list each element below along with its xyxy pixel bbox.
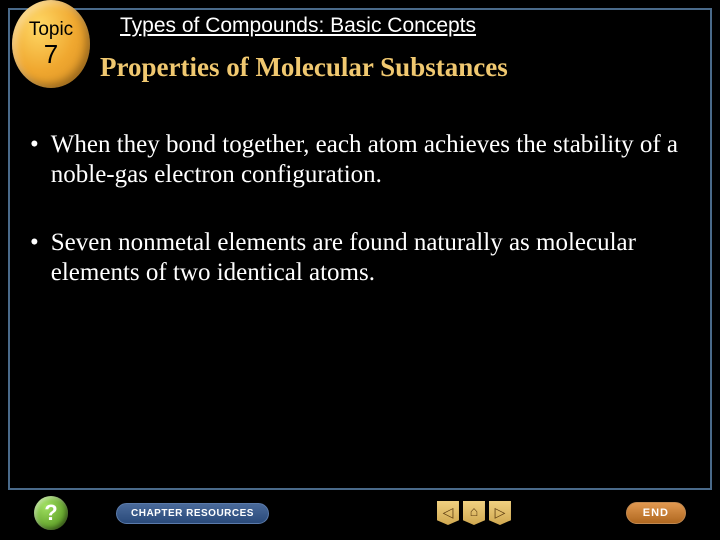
forward-button[interactable]: ▷ [489, 501, 511, 525]
bullet-text: Seven nonmetal elements are found natura… [51, 228, 690, 288]
chapter-title: Types of Compounds: Basic Concepts [120, 14, 476, 38]
chapter-resources-button[interactable]: CHAPTER RESOURCES [116, 503, 269, 524]
slide-content: • When they bond together, each atom ach… [30, 130, 690, 326]
bullet-marker: • [30, 130, 39, 190]
topic-badge: Topic 7 [12, 0, 90, 88]
back-button[interactable]: ◁ [437, 501, 459, 525]
bullet-item: • When they bond together, each atom ach… [30, 130, 690, 190]
nav-arrows: ◁ ⌂ ▷ [437, 501, 511, 525]
end-button[interactable]: END [626, 502, 686, 524]
topic-label: Topic [29, 19, 73, 41]
home-button[interactable]: ⌂ [463, 501, 485, 525]
bullet-text: When they bond together, each atom achie… [51, 130, 690, 190]
bottom-navigation: ? CHAPTER RESOURCES ◁ ⌂ ▷ END [8, 494, 712, 532]
slide-subtitle: Properties of Molecular Substances [100, 52, 508, 83]
bullet-marker: • [30, 228, 39, 288]
bullet-item: • Seven nonmetal elements are found natu… [30, 228, 690, 288]
help-button[interactable]: ? [34, 496, 68, 530]
topic-number: 7 [44, 39, 58, 70]
